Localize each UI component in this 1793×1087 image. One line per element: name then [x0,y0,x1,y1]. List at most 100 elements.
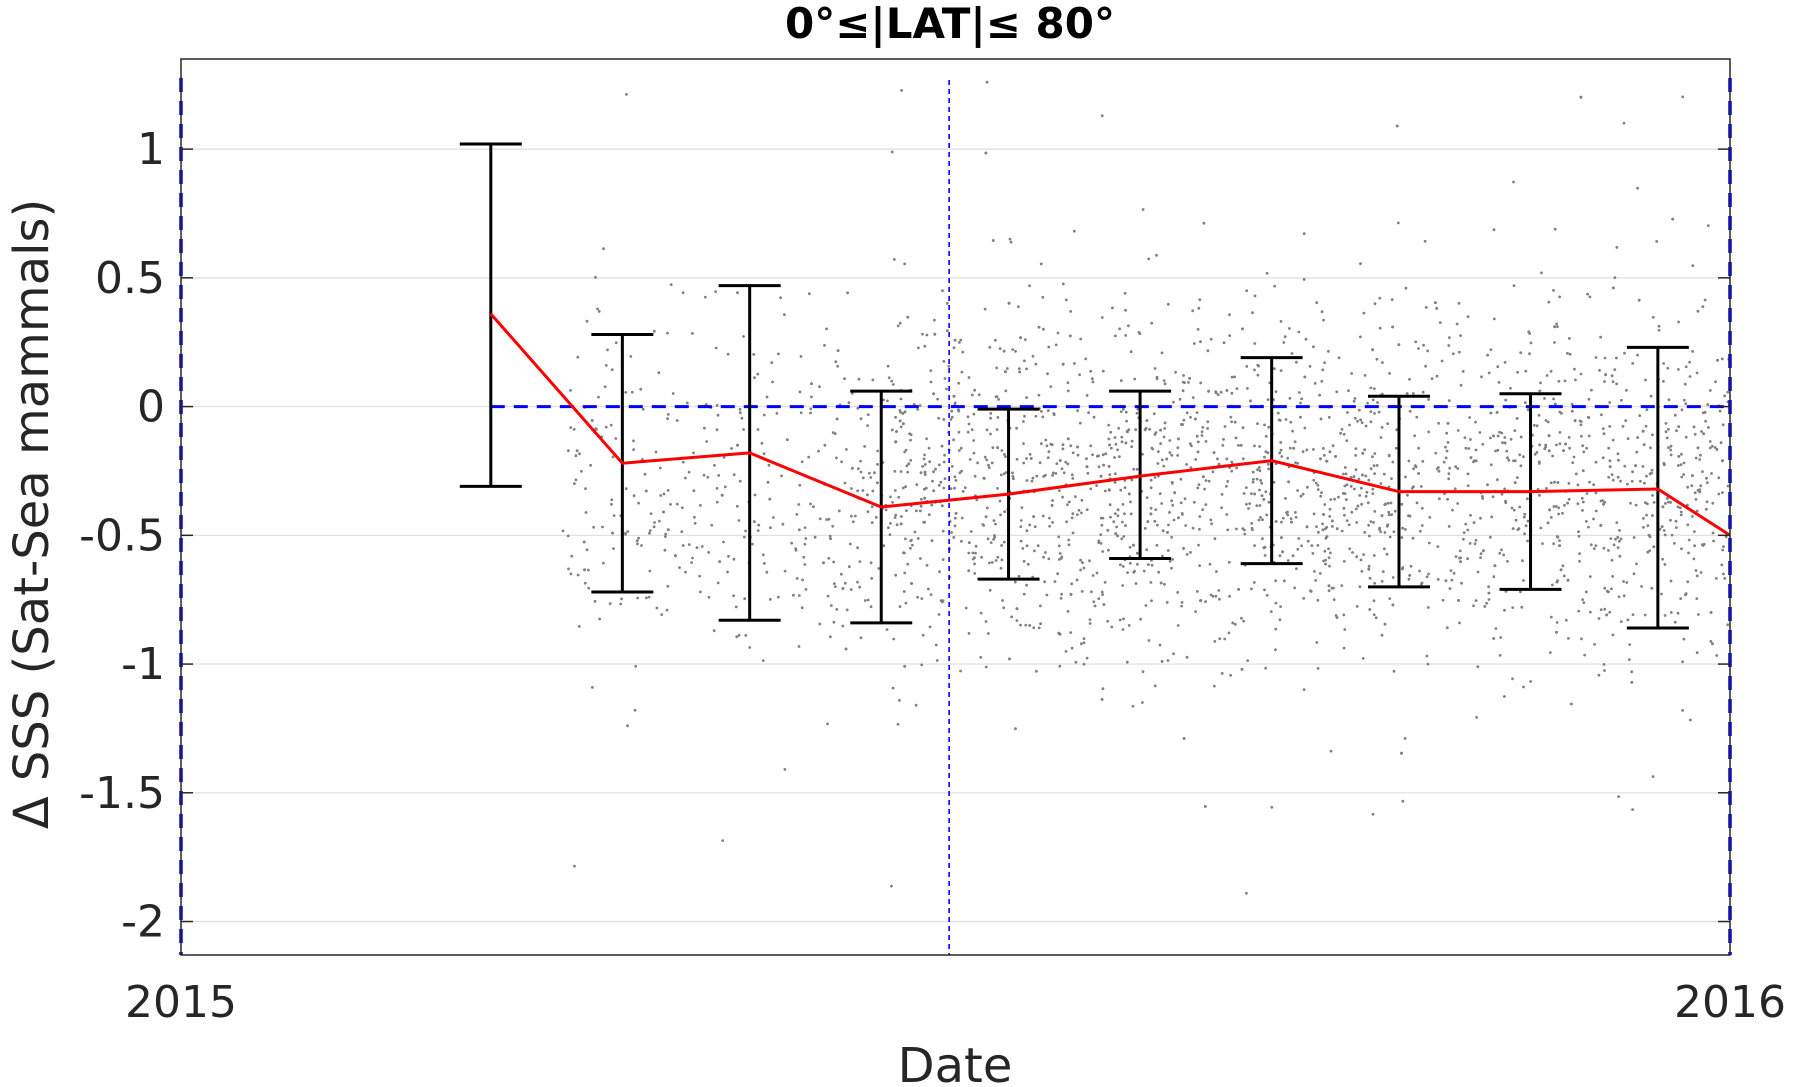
scatter-point [1160,660,1164,663]
scatter-point [1312,345,1315,349]
scatter-point [1161,554,1164,558]
scatter-point [1255,504,1259,507]
scatter-point [1724,535,1728,539]
scatter-point [1590,388,1593,392]
scatter-point [868,471,871,475]
scatter-point [1349,485,1353,488]
scatter-point [1273,367,1276,370]
scatter-point [1147,257,1151,261]
scatter-point [1425,575,1429,579]
scatter-point [1082,637,1086,641]
scatter-point [863,445,866,448]
scatter-point [652,525,656,529]
scatter-point [1118,327,1121,331]
scatter-point [976,461,979,465]
scatter-point [1242,619,1245,623]
scatter-point [1703,410,1707,414]
scatter-point [1638,414,1642,417]
scatter-point [1570,409,1574,413]
scatter-point [1241,426,1245,430]
scatter-point [984,665,988,669]
scatter-point [886,364,890,368]
scatter-point [1142,569,1146,573]
scatter-point [1355,605,1359,608]
scatter-point [756,428,760,431]
scatter-point [940,444,944,448]
scatter-point [1113,512,1117,515]
scatter-point [612,547,615,550]
scatter-point [1245,502,1248,506]
scatter-point [1162,464,1166,468]
scatter-point [1537,460,1541,464]
scatter-point [835,456,838,460]
plot-area [181,59,1730,955]
scatter-point [1061,495,1064,499]
scatter-point [1558,410,1562,414]
scatter-point [1651,315,1655,319]
scatter-point [609,423,613,427]
scatter-point [1420,524,1424,527]
scatter-point [1057,535,1061,539]
scatter-point [1551,583,1554,587]
scatter-point [1601,427,1605,430]
scatter-point [1688,360,1691,364]
scatter-point [1209,518,1213,522]
scatter-point [1129,500,1132,504]
scatter-point [718,560,722,563]
scatter-point [1630,670,1634,674]
scatter-point [950,531,953,534]
scatter-point [1634,464,1637,468]
scatter-point [1687,551,1690,555]
scatter-point [1168,511,1171,514]
scatter-point [1152,412,1156,416]
scatter-point [1168,559,1172,563]
scatter-point [988,345,992,349]
scatter-point [1462,537,1465,541]
scatter-point [1250,492,1253,495]
scatter-point [1555,535,1559,539]
scatter-point [1180,423,1183,426]
scatter-point [1204,600,1207,603]
scatter-point [1101,687,1105,691]
scatter-point [594,427,598,430]
scatter-point [1182,374,1185,377]
scatter-point [1392,669,1396,673]
scatter-point [1194,417,1197,421]
scatter-point [1424,364,1427,368]
scatter-point [1562,574,1566,578]
scatter-point [1302,597,1306,600]
scatter-point [1503,695,1506,698]
scatter-point [790,541,793,545]
scatter-point [1294,511,1297,514]
scatter-point [1113,436,1117,439]
scatter-point [1044,551,1047,554]
scatter-point [1518,453,1522,457]
scatter-point [1233,420,1237,424]
scatter-point [1574,472,1578,476]
scatter-point [644,489,648,493]
scatter-point [894,415,897,419]
scatter-point [1347,523,1351,527]
scatter-point [799,355,803,358]
scatter-point [837,509,841,513]
scatter-point [765,395,769,399]
scatter-point [1631,470,1634,474]
scatter-point [687,470,691,474]
scatter-point [1602,502,1605,506]
scatter-point [1289,420,1293,424]
scatter-point [1075,513,1079,516]
scatter-point [1253,342,1257,345]
scatter-point [1386,501,1390,505]
scatter-point [1129,512,1133,516]
scatter-point [1303,426,1307,430]
scatter-point [1215,570,1218,573]
scatter-point [1296,547,1300,551]
scatter-point [1695,371,1699,375]
scatter-point [1272,480,1276,484]
scatter-point [1358,494,1362,497]
scatter-point [1048,524,1051,528]
scatter-point [1013,580,1017,584]
scatter-point [1327,589,1331,593]
scatter-point [810,395,813,399]
scatter-point [798,528,801,532]
